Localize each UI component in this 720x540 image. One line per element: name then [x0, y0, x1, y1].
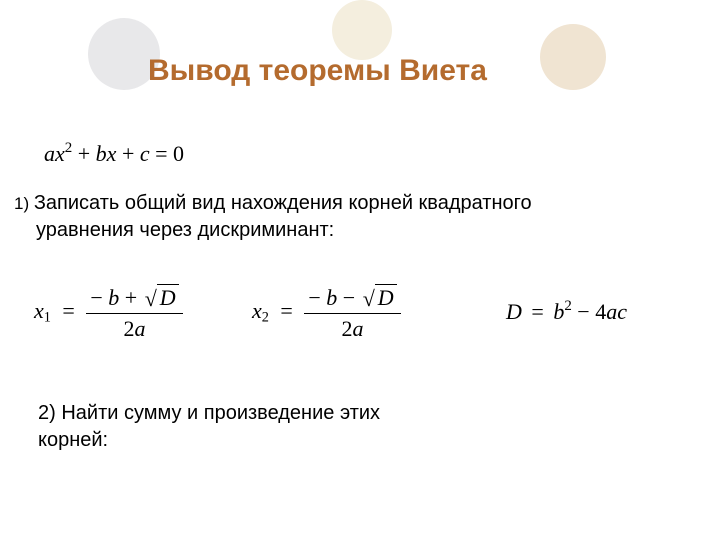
- eq-quadratic-eq0: = 0: [155, 141, 184, 166]
- step2-line1: 2) Найти сумму и произведение этих: [38, 402, 380, 424]
- step1-number: 1): [14, 194, 34, 213]
- step1-line1: Записать общий вид нахождения корней ква…: [34, 192, 532, 214]
- eq-quadratic-plus-bx: + bx: [78, 141, 117, 166]
- x1-lhs: x1: [34, 298, 51, 323]
- slide: Вывод теоремы Виета ax2 + bx + c = 0 1) …: [0, 0, 720, 540]
- eq-quadratic-plus-c: + c: [122, 141, 150, 166]
- x2-lhs: x2: [252, 298, 269, 323]
- x1-fraction: − b + √D 2a: [86, 284, 182, 342]
- step2-line2: корней:: [38, 429, 108, 451]
- equation-quadratic: ax2 + bx + c = 0: [44, 140, 184, 167]
- eq-quadratic-ax2: ax2: [44, 141, 72, 166]
- formula-discriminant: D = b2 − 4ac: [506, 298, 627, 325]
- step2-text: 2) Найти сумму и произведение этих корне…: [38, 400, 520, 454]
- step1-line2: уравнения через дискриминант:: [14, 219, 334, 241]
- x2-fraction: − b − √D 2a: [304, 284, 400, 342]
- formula-x1: x1 = − b + √D 2a: [34, 284, 183, 342]
- formula-x2: x2 = − b − √D 2a: [252, 284, 401, 342]
- page-title: Вывод теоремы Виета: [148, 54, 487, 88]
- decor-circle-2: [332, 0, 392, 60]
- decor-circle-3: [540, 24, 606, 90]
- step1-text: 1) Записать общий вид нахождения корней …: [14, 190, 680, 244]
